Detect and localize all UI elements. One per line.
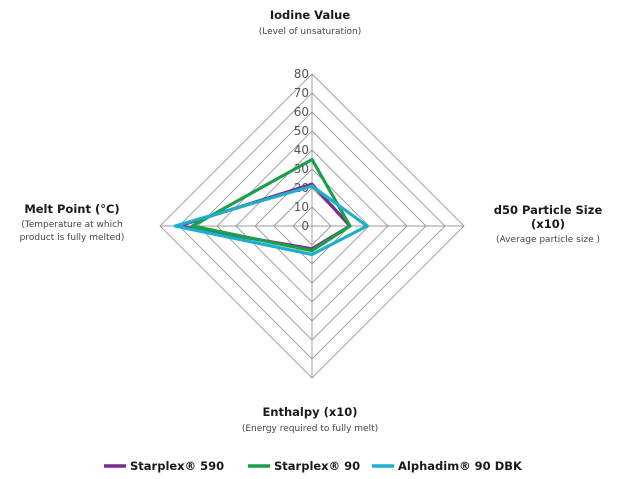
axis-subtitle-melt-point-line2: product is fully melted) <box>20 233 125 243</box>
tick-label: 50 <box>294 124 309 138</box>
axis-subtitle-iodine-value: (Level of unsaturation) <box>259 27 361 37</box>
axis-subtitle-d50-particle-size: (Average particle size ) <box>496 235 600 245</box>
legend-label-starplex-90: Starplex® 90 <box>274 459 360 473</box>
legend-item-starplex-590: Starplex® 590 <box>104 459 224 473</box>
axis-label-right: d50 Particle Size (x10) (Average particl… <box>494 203 603 245</box>
axis-title-enthalpy: Enthalpy (x10) <box>262 405 357 419</box>
axis-title-iodine-value: Iodine Value <box>270 8 351 22</box>
tick-label: 10 <box>294 200 309 214</box>
legend-item-starplex-90: Starplex® 90 <box>248 459 360 473</box>
axis-label-bottom: Enthalpy (x10) (Energy required to fully… <box>242 405 378 434</box>
axis-title-melt-point: Melt Point (°C) <box>24 202 119 216</box>
tick-label: 30 <box>294 162 309 176</box>
series-line-2 <box>173 184 369 257</box>
axis-title-d50-particle-size: d50 Particle Size <box>494 203 603 217</box>
tick-label: 0 <box>301 219 309 233</box>
axis-title-d50-particle-size-line2: (x10) <box>531 217 565 231</box>
tick-label: 40 <box>294 143 309 157</box>
axis-subtitle-enthalpy: (Energy required to fully melt) <box>242 424 378 434</box>
radar-series <box>173 157 369 257</box>
tick-label: 60 <box>294 105 309 119</box>
legend-label-starplex-590: Starplex® 590 <box>130 459 224 473</box>
series-line-1 <box>190 157 352 253</box>
tick-label: 80 <box>294 67 309 81</box>
radar-grid <box>159 73 465 379</box>
axis-label-left: Melt Point (°C) (Temperature at which pr… <box>20 202 125 243</box>
legend: Starplex® 590 Starplex® 90 Alphadim® 90 … <box>104 459 523 473</box>
legend-label-alphadim-90-dbk: Alphadim® 90 DBK <box>398 459 523 473</box>
tick-label: 70 <box>294 86 309 100</box>
axis-label-top: Iodine Value (Level of unsaturation) <box>259 8 361 37</box>
legend-item-alphadim-90-dbk: Alphadim® 90 DBK <box>372 459 523 473</box>
axis-subtitle-melt-point-line1: (Temperature at which <box>21 220 123 230</box>
